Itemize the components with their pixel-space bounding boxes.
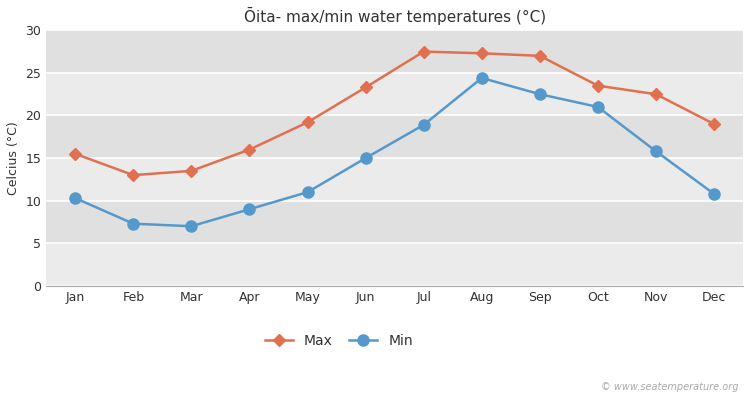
Min [187, 224, 196, 229]
Min [652, 149, 661, 154]
Min [361, 156, 370, 160]
Min [419, 122, 428, 127]
Max [129, 173, 138, 178]
Title: Ōita- max/min water temperatures (°C): Ōita- max/min water temperatures (°C) [244, 7, 546, 25]
Min [303, 190, 312, 194]
Max [477, 51, 486, 56]
Bar [46, 30, 743, 73]
Bar [46, 201, 743, 243]
Max [710, 122, 718, 126]
Bar [46, 116, 743, 158]
Line: Max: Max [71, 48, 718, 179]
Max [536, 54, 544, 58]
Max [593, 83, 602, 88]
Min [593, 104, 602, 109]
Min [710, 192, 718, 196]
Legend: Max, Min: Max, Min [260, 329, 419, 354]
Max [303, 120, 312, 125]
Max [245, 147, 254, 152]
Max [361, 85, 370, 90]
Min [70, 196, 80, 200]
Min [129, 221, 138, 226]
Min [477, 76, 486, 80]
Bar [46, 243, 743, 286]
Bar [46, 73, 743, 116]
Max [419, 49, 428, 54]
Y-axis label: Celcius (°C): Celcius (°C) [7, 121, 20, 195]
Text: © www.seatemperature.org: © www.seatemperature.org [602, 382, 739, 392]
Bar [46, 158, 743, 201]
Min [536, 92, 544, 96]
Max [187, 168, 196, 173]
Line: Min: Min [70, 72, 719, 232]
Max [652, 92, 661, 96]
Min [245, 207, 254, 212]
Max [70, 152, 80, 156]
